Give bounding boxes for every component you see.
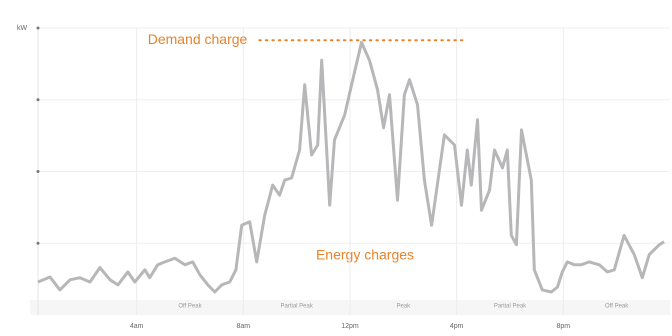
x-tick-label: 4am (130, 323, 144, 330)
y-tick (36, 241, 40, 245)
x-tick-label: 8pm (557, 323, 571, 330)
x-tick-label: 4pm (450, 323, 464, 330)
x-tick-label: 12pm (341, 323, 359, 330)
period-label: Off Peak (605, 304, 629, 310)
kw-line (37, 40, 665, 294)
demand-charge-label: Demand charge (148, 31, 248, 47)
y-tick (36, 170, 40, 173)
y-tick (36, 98, 40, 102)
period-label: Off Peak (178, 304, 202, 310)
y-axis-label: kW (17, 25, 28, 32)
y-tick (36, 26, 40, 30)
period-label: Partial Peak (280, 304, 313, 310)
period-label: Partial Peak (494, 304, 527, 310)
period-label: Peak (396, 304, 411, 310)
energy-charges-label: Energy charges (316, 247, 414, 263)
x-tick-label: 8am (237, 323, 251, 330)
